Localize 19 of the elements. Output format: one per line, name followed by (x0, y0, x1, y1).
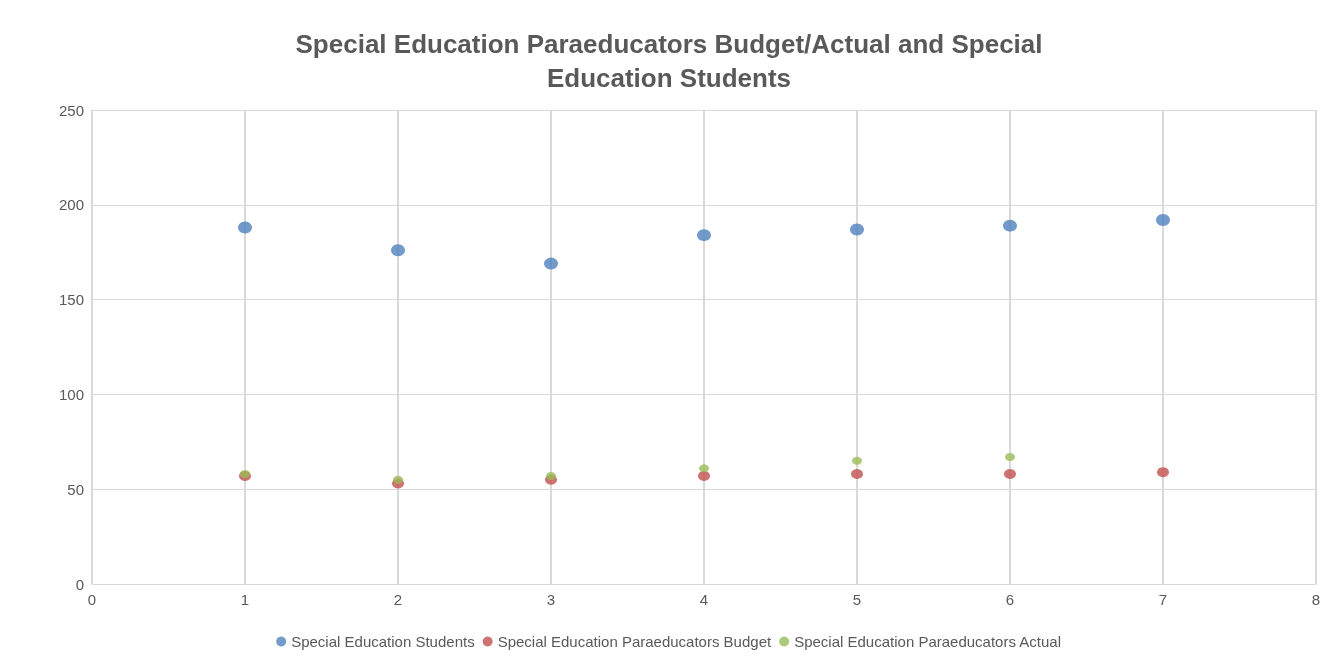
x-tick-label: 4 (699, 591, 709, 608)
legend-label: Special Education Students (291, 633, 475, 650)
y-tick-label: 50 (67, 480, 84, 498)
x-tick-label: 3 (546, 591, 556, 608)
x-tick-label: 5 (852, 591, 862, 608)
y-tick-label: 150 (58, 291, 84, 309)
y-tick-label: 250 (58, 101, 84, 119)
legend-label: Special Education Paraeducators Budget (497, 633, 772, 650)
x-tick-label: 1 (240, 591, 250, 608)
x-tick-label: 2 (393, 591, 403, 608)
chart-title: Special Education Paraeducators Budget/Actual and Special Education Students (295, 29, 1043, 93)
x-tick-label: 6 (1005, 591, 1015, 608)
legend-label: Special Education Paraeducators Actual (794, 633, 1061, 650)
y-tick-label: 200 (58, 196, 84, 214)
x-tick-label: 0 (87, 591, 97, 608)
y-tick-label: 100 (58, 385, 84, 403)
y-tick-label: 0 (75, 575, 84, 593)
x-tick-label: 7 (1158, 591, 1168, 608)
x-tick-label: 8 (1311, 591, 1321, 608)
